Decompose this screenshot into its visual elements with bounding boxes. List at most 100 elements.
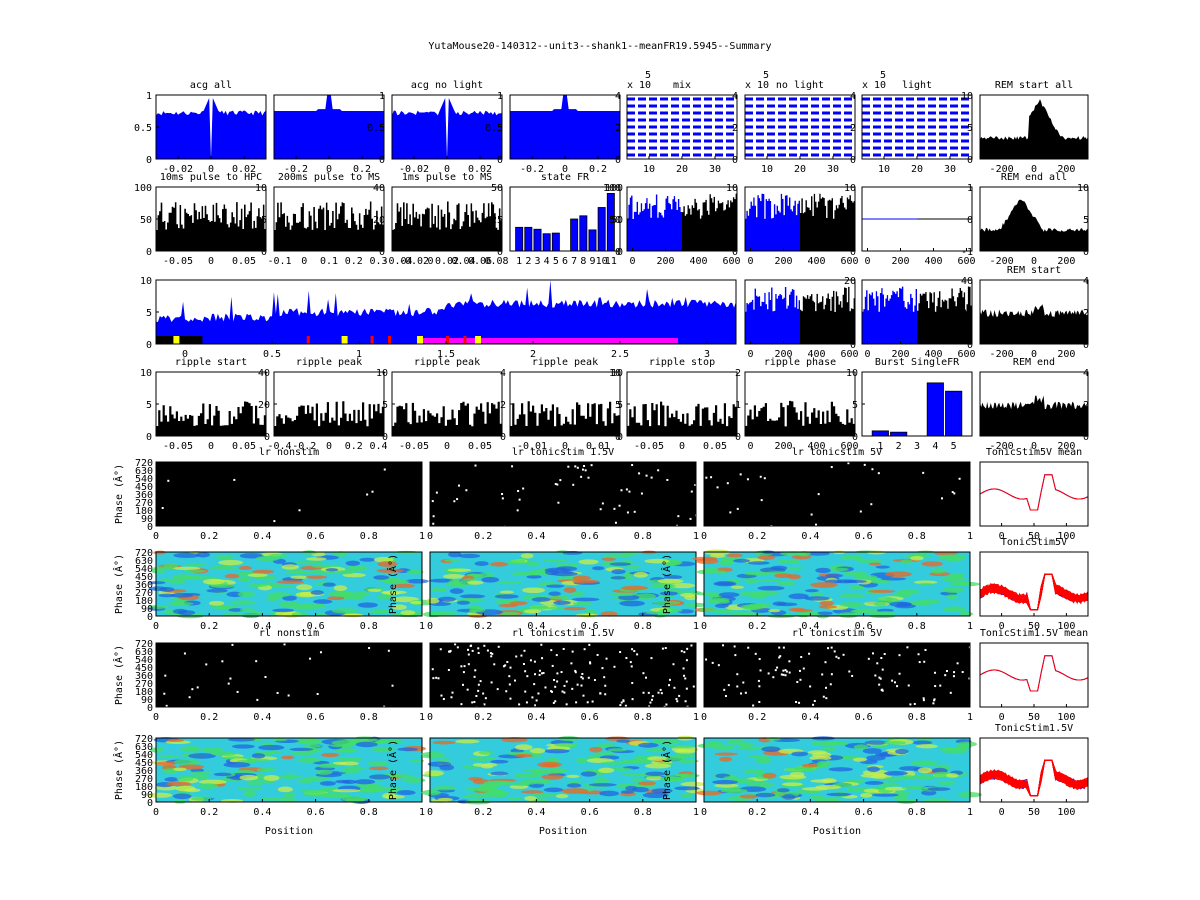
heatmap-cell bbox=[490, 759, 509, 764]
heatmap-cell bbox=[346, 565, 368, 572]
scatter-gap bbox=[467, 663, 470, 666]
heatmap-cell bbox=[322, 582, 336, 587]
heatmap-cell bbox=[468, 776, 483, 781]
axes-box bbox=[979, 642, 1089, 708]
scatter-gap bbox=[788, 660, 791, 663]
heatmap-cell bbox=[297, 757, 321, 763]
rem-psth-area bbox=[980, 304, 1088, 344]
fr-bars-black bbox=[800, 286, 855, 344]
heatmap-cell bbox=[670, 583, 696, 589]
y-tick-label-right: 0 bbox=[967, 340, 973, 351]
heatmap-cell bbox=[164, 770, 177, 775]
scatter-gap bbox=[368, 647, 371, 650]
x-tick-label: 0.4 bbox=[253, 531, 271, 542]
x-tick-label: 0.6 bbox=[307, 621, 325, 632]
scatter-gap bbox=[319, 651, 322, 654]
scatter-gap bbox=[525, 701, 528, 704]
x-tick-label: 50 bbox=[1028, 531, 1040, 542]
scatter-gap bbox=[554, 482, 557, 485]
y-tick-label: 2 bbox=[735, 368, 741, 379]
heatmap-cell bbox=[607, 748, 628, 752]
heatmap-cell bbox=[620, 790, 634, 794]
y-tick-label: 0 bbox=[500, 432, 506, 443]
heatmap-cell bbox=[155, 761, 176, 766]
heatmap-cell bbox=[209, 565, 238, 571]
scatter-gap bbox=[933, 698, 936, 701]
heatmap-cell bbox=[910, 760, 939, 766]
x-tick-label: 0 bbox=[153, 807, 159, 818]
heatmap-cell bbox=[871, 744, 888, 748]
scatter-gap bbox=[391, 684, 394, 687]
x-axis-label: Position bbox=[265, 826, 313, 837]
scatter-gap bbox=[640, 492, 643, 495]
axes-box bbox=[155, 737, 423, 803]
scatter-gap bbox=[227, 682, 230, 685]
heatmap-cell bbox=[345, 613, 363, 618]
scatter-gap bbox=[537, 692, 540, 695]
scatter-gap bbox=[808, 652, 811, 655]
scatter-gap bbox=[625, 488, 628, 491]
scatter-gap bbox=[520, 654, 523, 657]
heatmap-cell bbox=[531, 597, 551, 602]
heatmap-cell bbox=[761, 746, 781, 752]
heatmap-cell bbox=[942, 587, 965, 593]
heatmap-cell bbox=[657, 578, 684, 584]
panel-title: REM start bbox=[1007, 265, 1061, 276]
scatter-gap bbox=[744, 691, 747, 694]
spike-scatter bbox=[156, 643, 422, 707]
heatmap-cell bbox=[166, 781, 192, 787]
heatmap-cell bbox=[867, 589, 896, 593]
scatter-gap bbox=[796, 681, 799, 684]
heatmap-cell bbox=[916, 737, 932, 742]
scatter-gap bbox=[924, 648, 927, 651]
waveform bbox=[979, 759, 1089, 797]
y-tick-label-right: 0 bbox=[615, 247, 621, 258]
y-axis-label: Phase (Â°) bbox=[112, 464, 125, 524]
scatter-gap bbox=[167, 479, 170, 482]
y-tick-label: 10 bbox=[611, 368, 623, 379]
heatmap-cell bbox=[817, 760, 832, 766]
axes-box bbox=[703, 737, 971, 803]
x-tick-label: 200 bbox=[1057, 164, 1075, 175]
heatmap-cell bbox=[566, 783, 582, 788]
scatter-gap bbox=[554, 700, 557, 703]
scatter-gap bbox=[496, 688, 499, 691]
heatmap-cell bbox=[228, 608, 244, 612]
heatmap-cell bbox=[943, 606, 966, 612]
scatter-gap bbox=[723, 688, 726, 691]
heatmap-cell bbox=[563, 606, 586, 611]
heatmap-cell bbox=[147, 581, 166, 585]
heatmap-cell bbox=[863, 788, 880, 793]
heatmap-cell bbox=[377, 594, 392, 600]
y-tick-label-right: 0 bbox=[967, 215, 973, 226]
category-label: 5 bbox=[951, 441, 957, 452]
heatmap-cell bbox=[630, 778, 644, 783]
x-tick-label: 1 bbox=[419, 531, 425, 542]
scatter-gap bbox=[517, 489, 520, 492]
scatter-gap bbox=[586, 701, 589, 704]
scatter-gap bbox=[473, 700, 476, 703]
panel-tonicstim5v-mean: 0 50 100 TonicStim5V mean bbox=[979, 447, 1089, 542]
x-tick-label: 0.8 bbox=[908, 621, 926, 632]
heatmap-cell bbox=[762, 772, 777, 779]
heatmap-cell bbox=[580, 771, 597, 777]
x-tick-label: 0 bbox=[153, 531, 159, 542]
heatmap-cell bbox=[747, 782, 775, 788]
heatmap-cell bbox=[333, 585, 348, 592]
heatmap-cell bbox=[424, 770, 444, 777]
scatter-gap bbox=[484, 697, 487, 700]
heatmap-cell bbox=[354, 779, 376, 785]
scatter-gap bbox=[923, 660, 926, 663]
scatter-gap bbox=[540, 643, 543, 646]
heatmap-cell bbox=[509, 601, 528, 606]
panel-rem-end: -200 0 200 0 2 4 REM end bbox=[979, 357, 1089, 452]
heatmap-cell bbox=[849, 585, 865, 591]
scatter-gap bbox=[810, 513, 813, 516]
scatter-gap bbox=[953, 492, 956, 495]
y-tick-label: 720 bbox=[135, 734, 153, 745]
y-tick-label: 0 bbox=[617, 247, 623, 258]
panel-title: 1ms pulse to MS bbox=[402, 172, 492, 183]
axes-box bbox=[703, 551, 971, 617]
heatmap-cell bbox=[652, 600, 681, 605]
